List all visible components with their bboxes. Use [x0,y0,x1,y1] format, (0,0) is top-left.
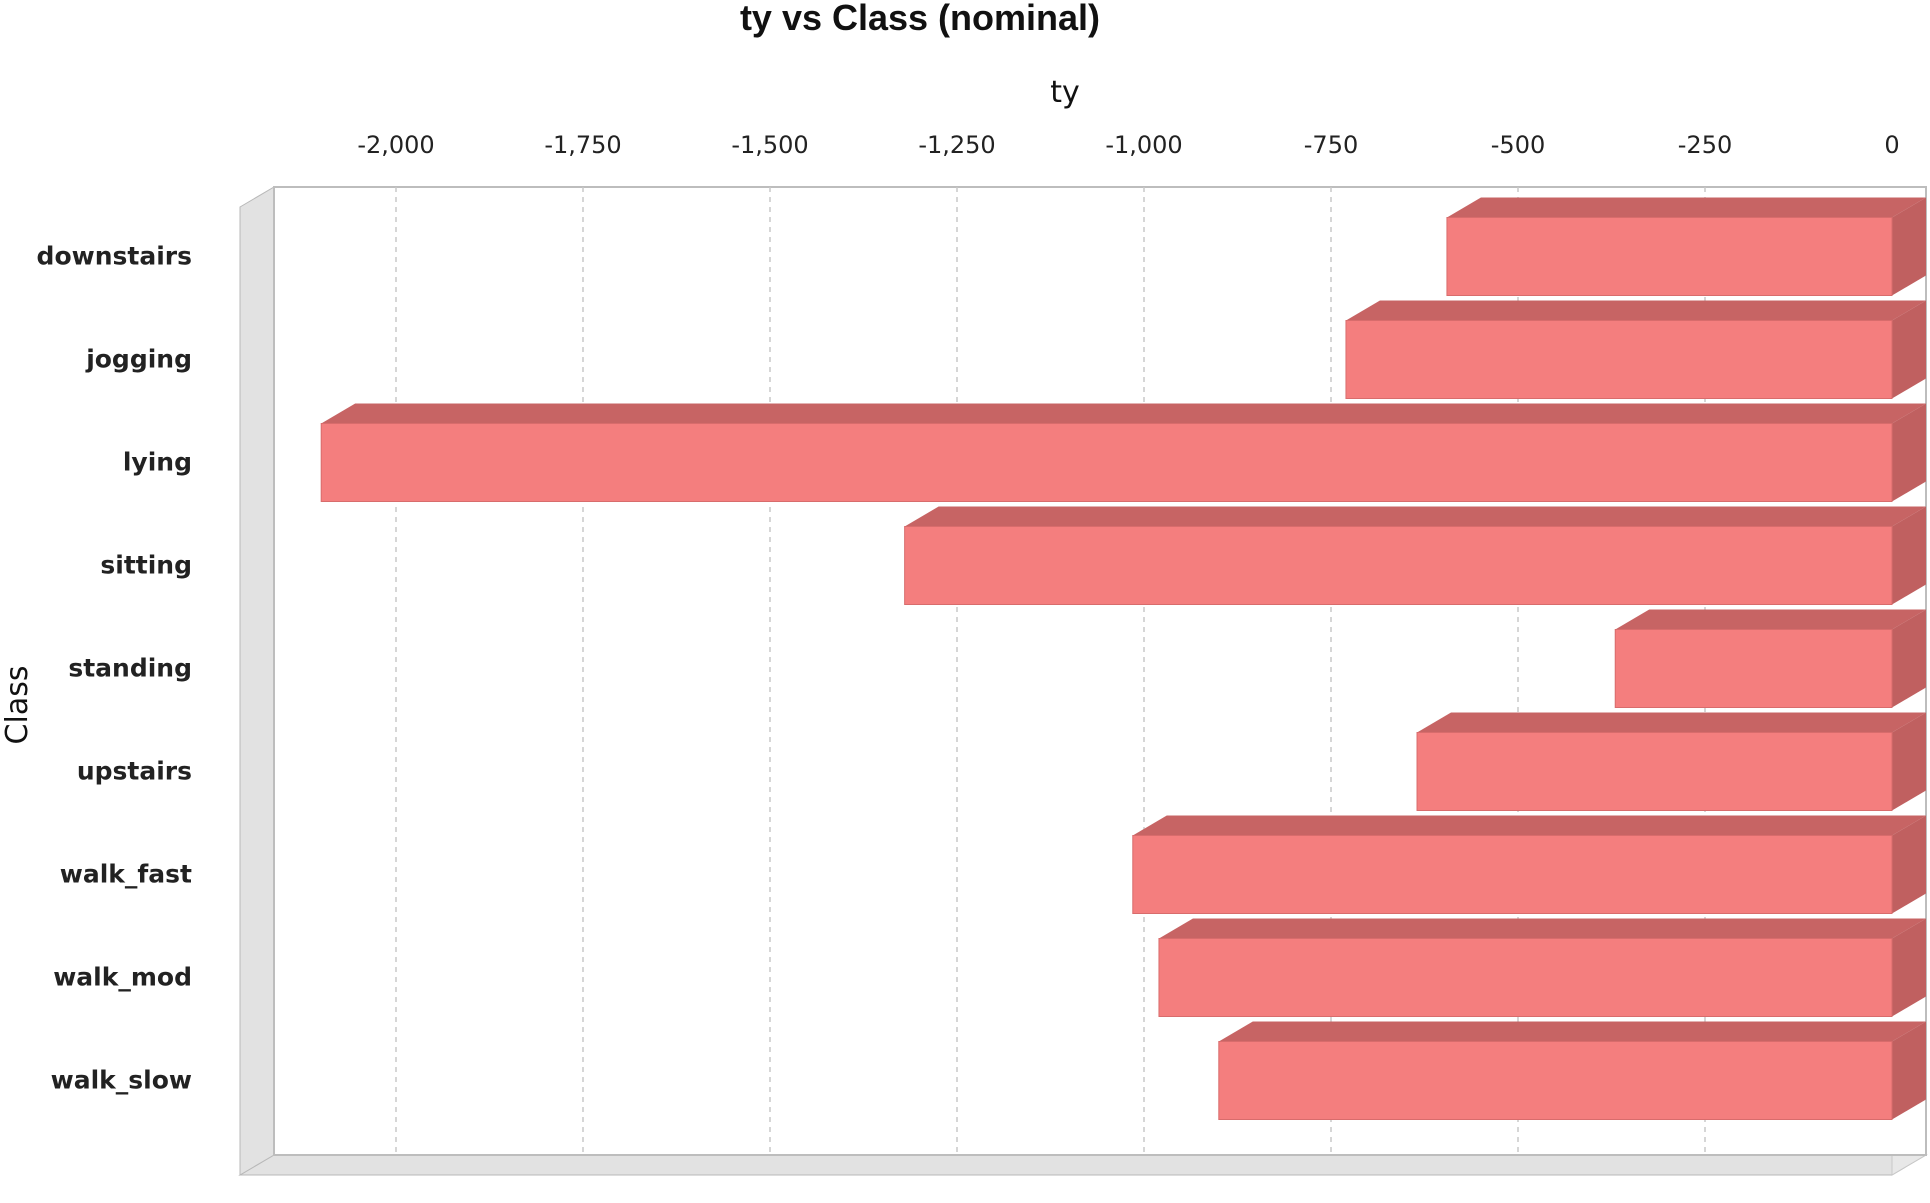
bar [1218,1021,1926,1120]
bar-front-face [1218,1041,1893,1120]
bar-front-face [1345,320,1893,399]
bar-top-face [1417,712,1926,733]
bar [320,403,1927,502]
x-tick-label: -750 [1304,131,1358,159]
x-tick-label: 0 [1884,131,1899,159]
bar-side-face [1892,197,1926,296]
bar-top-face [904,506,1926,527]
bar-front-face [1446,217,1893,296]
bar-top-face [321,403,1927,424]
bar [1446,197,1926,296]
bar-top-face [1345,300,1926,321]
x-tick-label: -1,500 [731,131,808,159]
bar-front-face [904,526,1893,605]
bar [1158,918,1926,1017]
x-axis-label: ty [1050,75,1080,110]
x-tick-labels: -2,000 -1,750 -1,500 -1,250 -1,000 -750 -500 -2… [357,131,1899,159]
x-tick-label: -1,000 [1105,131,1182,159]
category-label: walk_fast [60,860,192,889]
bar-front-face [1614,629,1893,708]
bar-side-face [1892,609,1926,708]
bar-side-face [1892,918,1926,1017]
bar-side-face [1892,712,1926,811]
x-tick-label: -2,000 [357,131,434,159]
bar-side-face [1892,506,1926,605]
bar-front-face [320,423,1893,502]
category-label: walk_slow [51,1066,192,1095]
bar-top-face [1615,609,1926,630]
chart-left-wall [239,186,275,1176]
category-label: sitting [100,551,192,580]
x-tick-label: -250 [1678,131,1732,159]
bar [1614,609,1926,708]
y-axis-label: Class [0,666,35,745]
x-tick-label: -1,750 [544,131,621,159]
x-tick-label: -500 [1491,131,1545,159]
bar-front-face [1416,732,1893,811]
bar-top-face [1446,197,1926,218]
bar [1345,300,1926,399]
bar-side-face [1892,300,1926,399]
category-label: upstairs [77,757,192,786]
chart-title: ty vs Class (nominal) [740,0,1100,38]
bar-top-face [1218,1021,1926,1042]
bar-front-face [1158,938,1893,1017]
bars [320,197,1927,1120]
bar [1132,815,1926,914]
bar-top-face [1132,815,1926,836]
category-label: walk_mod [53,963,192,992]
bar [904,506,1926,605]
category-labels: downstairs jogging lying sitting standing ups… [37,242,192,1095]
bar [1416,712,1926,811]
x-tick-label: -1,250 [918,131,995,159]
category-label: downstairs [37,242,192,271]
category-label: lying [123,448,192,477]
category-label: jogging [85,345,192,374]
bar-side-face [1892,815,1926,914]
category-label: standing [68,654,192,683]
bar-front-face [1132,835,1893,914]
bar-side-face [1892,1021,1926,1120]
bar-top-face [1158,918,1926,939]
bar-side-face [1892,403,1926,502]
chart-floor [238,1154,1928,1176]
